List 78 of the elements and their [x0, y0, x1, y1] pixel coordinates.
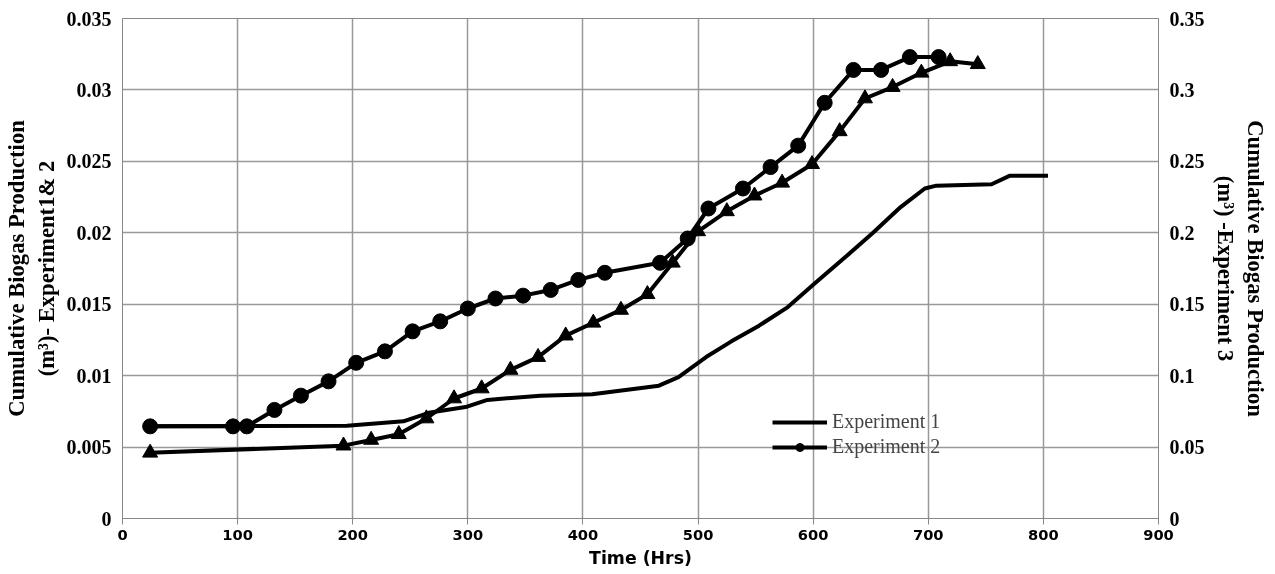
y2-tick-label: 0.1	[1169, 364, 1195, 387]
point	[845, 61, 862, 78]
y2-tick-label: 0.2	[1169, 221, 1195, 244]
y2-tick-label: 0.05	[1169, 436, 1205, 459]
point	[585, 313, 602, 328]
y-tick-label: 0.02	[76, 221, 112, 244]
legend-label: Experiment 1	[832, 410, 941, 433]
point	[335, 436, 352, 451]
point	[774, 173, 791, 188]
point	[639, 285, 656, 300]
point	[348, 354, 365, 371]
point	[746, 186, 763, 201]
x-tick-label: 300	[452, 525, 484, 543]
point	[790, 137, 807, 154]
point	[390, 425, 407, 440]
y2-tick-label: 0.35	[1169, 7, 1205, 30]
x-axis-title: Time (Hrs)	[589, 547, 692, 568]
point	[459, 300, 476, 317]
point	[700, 200, 717, 217]
point	[446, 389, 463, 404]
point	[942, 52, 959, 67]
x-tick-label: 900	[1143, 525, 1174, 543]
point	[596, 264, 613, 281]
point	[142, 418, 159, 435]
x-tick-label: 500	[682, 525, 714, 543]
point	[515, 287, 532, 304]
y-tick-label: 0.01	[76, 364, 112, 387]
point	[432, 313, 449, 330]
point	[557, 326, 574, 341]
point	[142, 443, 159, 458]
y-tick-label: 0.03	[76, 78, 112, 101]
point	[542, 281, 559, 298]
point	[873, 61, 890, 78]
x-tick-label: 700	[912, 525, 944, 543]
y2-tick-label: 0.25	[1169, 150, 1205, 173]
point	[969, 55, 986, 70]
point	[473, 379, 490, 394]
point	[502, 360, 519, 375]
x-tick-label: 200	[337, 525, 369, 543]
point	[418, 409, 435, 424]
x-tick-label: 400	[567, 525, 599, 543]
x-tick-label: 100	[222, 525, 253, 543]
point	[930, 49, 947, 66]
point	[913, 63, 930, 78]
point	[718, 202, 735, 217]
point	[376, 343, 393, 360]
point	[901, 49, 918, 66]
point	[652, 254, 669, 271]
point	[762, 159, 779, 176]
y-tick-label: 0.005	[66, 436, 112, 459]
point	[831, 122, 848, 137]
x-tick-label: 600	[797, 525, 829, 543]
x-tick-label: 800	[1028, 525, 1059, 543]
y2-axis-title: Cumulative Biogas Production (m³) -Experiment 3	[1212, 120, 1268, 418]
x-tick-label: 0	[117, 525, 128, 543]
point	[363, 430, 380, 445]
point	[320, 373, 337, 390]
point	[856, 89, 873, 104]
point	[804, 155, 821, 170]
point	[225, 418, 242, 435]
point	[816, 94, 833, 111]
y2-tick-label: 0.15	[1169, 293, 1205, 316]
point	[266, 401, 283, 418]
y-tick-label: 0.015	[66, 293, 112, 316]
legend-label: Experiment 2	[832, 435, 941, 458]
point	[404, 323, 421, 340]
y-axis-title: Cumulative Biogas Production (m³)- Experiment1& 2	[3, 119, 59, 417]
point	[884, 77, 901, 92]
point	[238, 418, 255, 435]
y-tick-label: 0.035	[66, 7, 112, 30]
point	[487, 290, 504, 307]
point	[530, 347, 547, 362]
point	[570, 271, 587, 288]
y-tick-label: 0.025	[66, 150, 112, 173]
point	[292, 387, 309, 404]
point	[734, 180, 751, 197]
point	[664, 253, 681, 268]
y2-tick-label: 0.3	[1169, 78, 1195, 101]
